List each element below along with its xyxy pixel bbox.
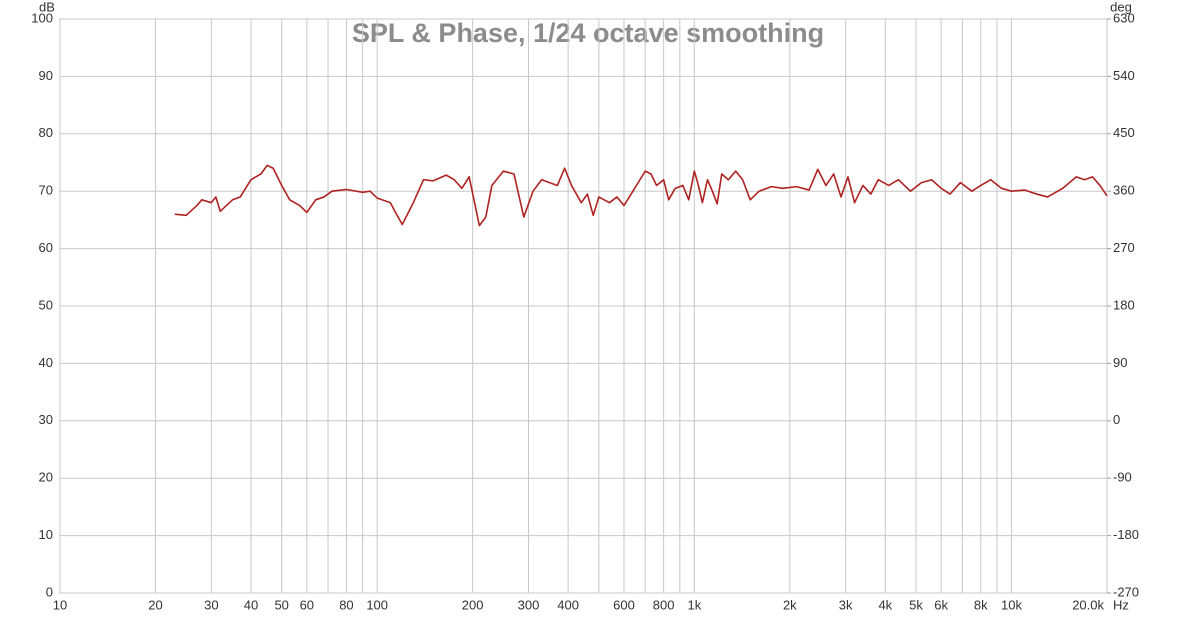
data-line: [174, 164, 1108, 227]
x-tick-label: 300: [518, 597, 540, 612]
x-tick-label: 3k: [839, 597, 853, 612]
x-tick-label: 10: [53, 597, 67, 612]
x-tick-label: 80: [339, 597, 353, 612]
y2-tick-label: 450: [1113, 125, 1135, 140]
x-tick-label: 10k: [1001, 597, 1022, 612]
y2-tick-label: 270: [1113, 240, 1135, 255]
y-tick-label: 30: [39, 412, 53, 427]
y-tick-label: 90: [39, 68, 53, 83]
x-tick-label: 20: [148, 597, 162, 612]
y2-tick-label: 90: [1113, 355, 1127, 370]
y2-tick-label: 360: [1113, 183, 1135, 198]
x-tick-label: 6k: [934, 597, 948, 612]
y2-tick-label: -180: [1113, 527, 1139, 542]
x-tick-label: 600: [613, 597, 635, 612]
x-tick-label: 8k: [974, 597, 988, 612]
x-tick-label: 4k: [878, 597, 892, 612]
x-tick-label: 20.0k: [1072, 597, 1104, 612]
x-tick-label: 50: [274, 597, 288, 612]
x-tick-label: 800: [653, 597, 675, 612]
x-tick-label: 5k: [909, 597, 923, 612]
y-tick-label: 0: [46, 584, 53, 599]
x-tick-label: 1k: [687, 597, 701, 612]
y-tick-label: 20: [39, 470, 53, 485]
y-tick-label: 70: [39, 183, 53, 198]
chart-title: SPL & Phase, 1/24 octave smoothing: [352, 18, 824, 48]
x-tick-label: 2k: [783, 597, 797, 612]
y2-tick-label: -270: [1113, 584, 1139, 599]
y-tick-label: 50: [39, 297, 53, 312]
y-tick-label: 80: [39, 125, 53, 140]
x-tick-label: 400: [557, 597, 579, 612]
x-tick-label: 30: [204, 597, 218, 612]
y-tick-label: 100: [31, 10, 53, 25]
x-tick-label: 40: [244, 597, 258, 612]
x-axis-label: Hz: [1113, 597, 1129, 612]
y2-tick-label: 630: [1113, 10, 1135, 25]
x-tick-label: 200: [462, 597, 484, 612]
y2-tick-label: 180: [1113, 297, 1135, 312]
x-tick-label: 100: [366, 597, 388, 612]
y2-axis-label: deg: [1110, 0, 1132, 14]
y2-tick-label: 540: [1113, 68, 1135, 83]
x-tick-label: 60: [300, 597, 314, 612]
y-tick-label: 60: [39, 240, 53, 255]
y-axis-label: dB: [39, 0, 55, 14]
y2-tick-label: 0: [1113, 412, 1120, 427]
y-tick-label: 10: [39, 527, 53, 542]
y-tick-label: 40: [39, 355, 53, 370]
y2-tick-label: -90: [1113, 470, 1132, 485]
